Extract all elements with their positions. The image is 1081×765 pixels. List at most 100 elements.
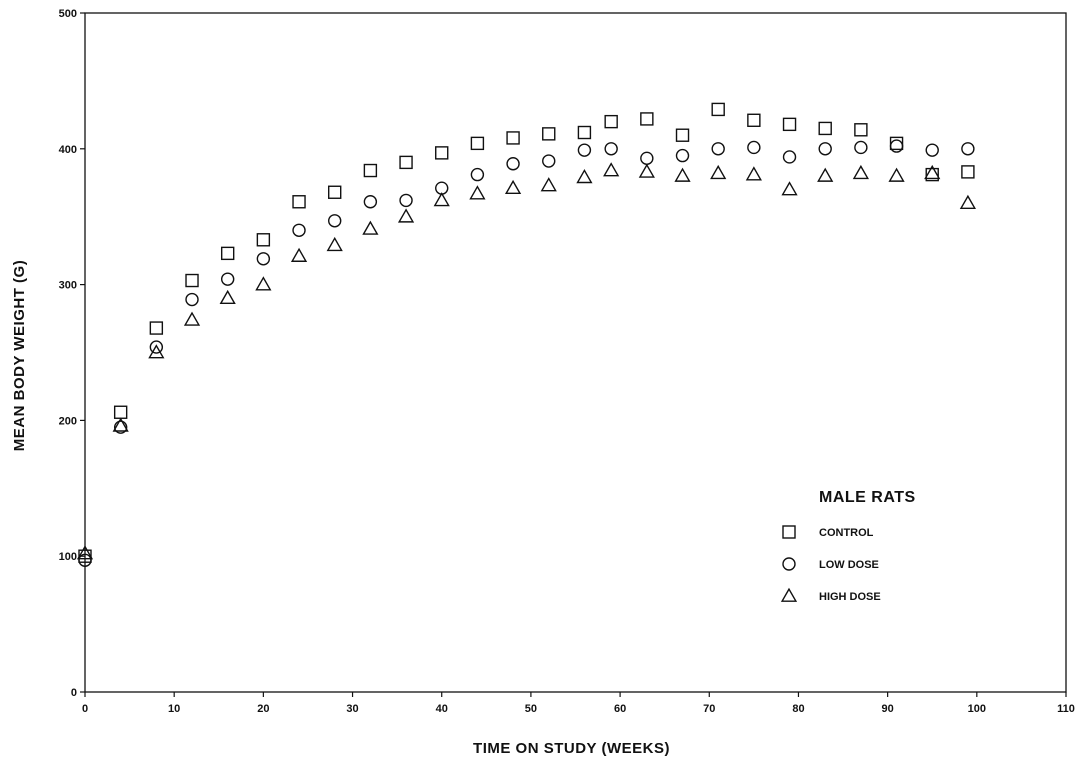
data-point-circle — [961, 142, 975, 156]
series-triangle — [76, 162, 977, 560]
plot-frame — [84, 12, 1067, 693]
data-point-square — [542, 127, 556, 141]
legend-marker-triangle — [780, 587, 798, 602]
data-point-triangle — [219, 289, 236, 305]
data-point-circle — [577, 143, 592, 157]
data-point-square — [149, 321, 164, 335]
data-point-circle — [925, 143, 939, 157]
data-point-triangle — [148, 344, 165, 359]
x-tick-label: 0 — [82, 703, 88, 715]
data-point-triangle — [326, 236, 343, 252]
x-tick-label: 70 — [703, 703, 715, 715]
data-point-triangle — [576, 169, 593, 184]
data-point-square — [711, 102, 725, 117]
data-point-square — [220, 246, 235, 261]
data-point-triangle — [76, 545, 94, 560]
data-markers — [76, 102, 977, 567]
data-point-triangle — [362, 220, 379, 235]
x-tick-label: 90 — [882, 703, 894, 715]
data-point-square — [577, 125, 592, 140]
data-point-square — [961, 165, 975, 179]
x-tick-label: 60 — [614, 703, 626, 715]
data-point-circle — [889, 139, 904, 153]
data-point-square — [747, 113, 761, 127]
data-point-triangle — [397, 208, 415, 223]
data-point-triangle — [924, 164, 941, 180]
data-point-square — [113, 405, 128, 419]
data-point-circle — [78, 553, 92, 567]
data-point-square — [435, 146, 449, 160]
data-point-triangle — [504, 179, 522, 195]
data-point-square — [889, 136, 904, 151]
data-point-circle — [854, 140, 868, 155]
data-point-triangle — [638, 163, 655, 178]
data-point-triangle — [817, 167, 834, 182]
data-point-triangle — [745, 166, 762, 181]
data-point-triangle — [781, 181, 798, 196]
data-point-circle — [399, 193, 413, 208]
legend-label: CONTROL — [819, 527, 874, 539]
data-point-circle — [363, 195, 378, 209]
data-point-circle — [470, 167, 485, 182]
x-axis-ticks: 0 10 20 30 40 50 60 70 80 90 100 110 — [82, 692, 1075, 715]
data-point-triangle — [959, 194, 977, 209]
data-point-circle — [542, 154, 556, 168]
y-axis-ticks: 0 100 200 300 400 500 — [59, 8, 85, 699]
y-tick-label: 0 — [71, 687, 77, 699]
x-tick-label: 30 — [346, 703, 358, 715]
data-point-square — [782, 117, 797, 132]
data-point-circle — [747, 140, 761, 155]
data-point-circle — [113, 420, 128, 434]
data-point-triangle — [183, 311, 201, 326]
x-tick-label: 110 — [1057, 703, 1075, 715]
y-tick-label: 100 — [59, 551, 77, 563]
data-point-triangle — [290, 247, 308, 262]
data-point-circle — [256, 252, 271, 266]
data-point-square — [328, 185, 342, 199]
legend-marker-circle — [782, 557, 796, 571]
data-point-square — [399, 155, 413, 170]
y-tick-label: 200 — [59, 415, 77, 427]
data-point-square — [470, 136, 485, 151]
x-tick-label: 100 — [968, 703, 986, 715]
plot-border — [84, 12, 1067, 693]
x-tick-label: 80 — [792, 703, 804, 715]
data-point-square — [506, 131, 520, 145]
data-point-circle — [711, 142, 725, 156]
data-point-triangle — [710, 164, 727, 180]
data-point-circle — [640, 151, 654, 166]
data-point-triangle — [852, 164, 869, 180]
data-point-circle — [328, 214, 342, 228]
data-point-square — [818, 121, 832, 136]
legend-label: LOW DOSE — [819, 559, 879, 571]
data-point-square — [292, 195, 306, 209]
data-point-circle — [818, 142, 832, 156]
data-point-triangle — [603, 162, 620, 177]
data-point-circle — [604, 142, 618, 156]
data-point-triangle — [888, 167, 905, 182]
legend-title: MALE RATS — [819, 489, 916, 506]
data-point-circle — [782, 150, 797, 164]
data-point-triangle — [112, 417, 129, 432]
data-point-circle — [149, 340, 164, 354]
data-point-square — [363, 163, 378, 178]
x-tick-label: 50 — [525, 703, 537, 715]
data-point-triangle — [674, 167, 691, 182]
legend: MALE RATS CONTROL LOW DOSE HIGH DOSE — [780, 489, 916, 603]
data-point-square — [640, 112, 654, 126]
x-tick-label: 10 — [168, 703, 180, 715]
x-axis-title: TIME ON STUDY (WEEKS) — [473, 740, 670, 757]
y-tick-label: 300 — [59, 280, 77, 292]
y-tick-label: 500 — [59, 8, 77, 20]
data-point-circle — [292, 223, 306, 237]
data-point-square — [256, 233, 271, 247]
data-point-triangle — [433, 192, 450, 207]
data-point-square — [925, 167, 939, 182]
data-point-square — [185, 273, 199, 288]
data-point-circle — [220, 272, 235, 286]
data-point-triangle — [469, 185, 486, 200]
data-point-circle — [675, 148, 690, 163]
data-point-circle — [185, 292, 199, 307]
x-tick-label: 40 — [436, 703, 448, 715]
